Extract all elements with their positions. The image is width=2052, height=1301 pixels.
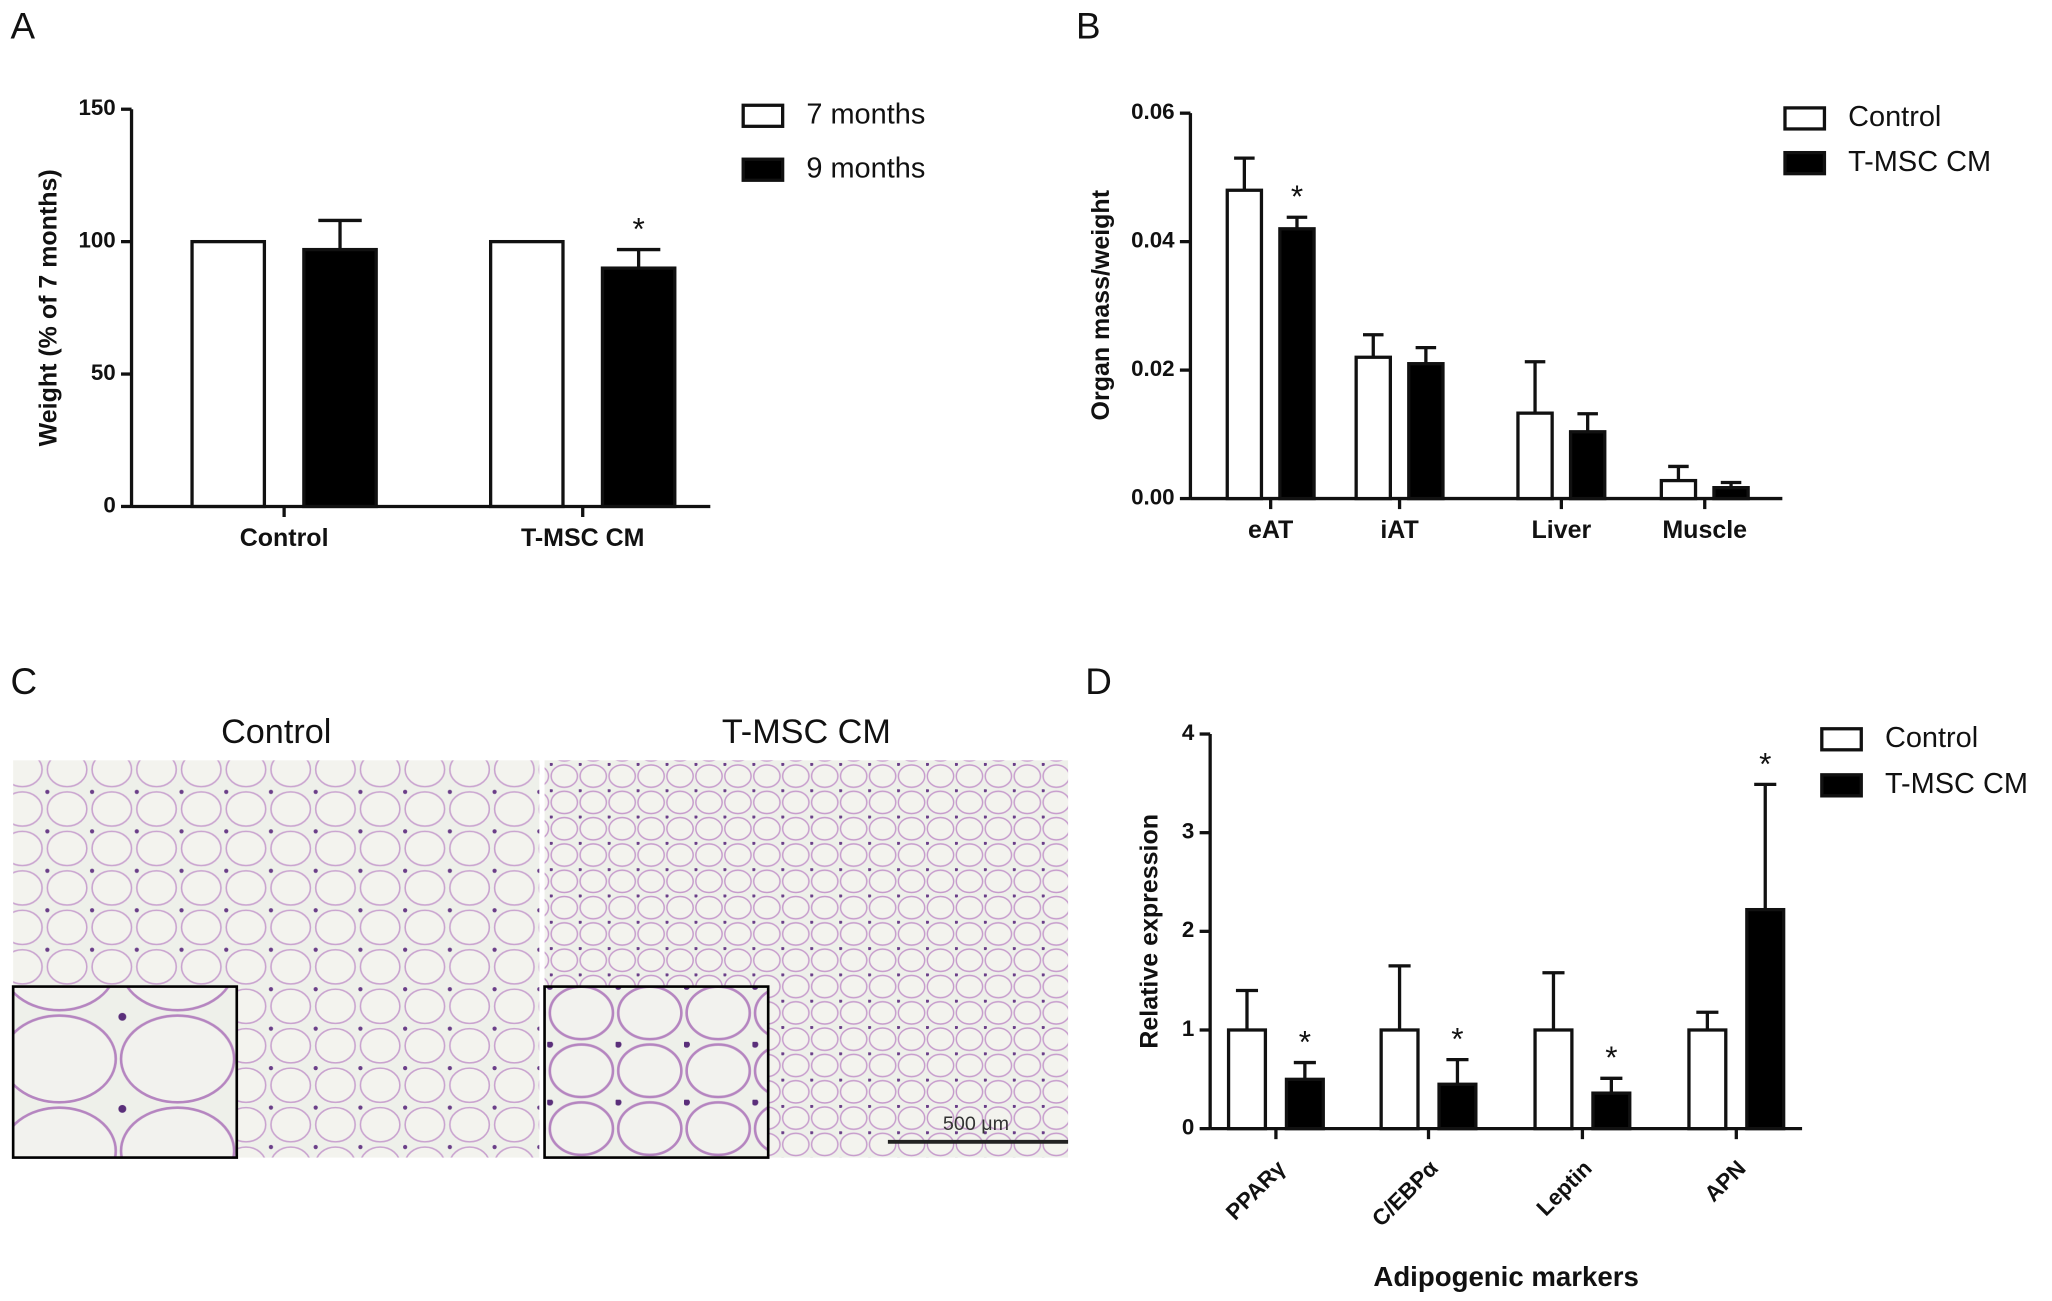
bar bbox=[1284, 1077, 1325, 1131]
bar bbox=[1516, 411, 1554, 501]
x-tick-label: T-MSC CM bbox=[521, 524, 645, 552]
inset bbox=[11, 985, 239, 1159]
bar bbox=[190, 239, 267, 509]
panel-letter: B bbox=[1076, 6, 1101, 47]
significance: * bbox=[1605, 1039, 1617, 1075]
significance: * bbox=[632, 211, 644, 247]
bar bbox=[302, 247, 378, 509]
bar bbox=[1568, 430, 1607, 501]
x-tick-label: iAT bbox=[1380, 516, 1418, 544]
panel-letter: D bbox=[1085, 661, 1112, 702]
legend-swatch bbox=[1820, 773, 1863, 798]
y-tick-label: 0.06 bbox=[1131, 99, 1175, 124]
scale-bar-label: 500 μm bbox=[943, 1113, 1009, 1135]
legend-label: 7 months bbox=[806, 98, 925, 130]
y-tick-label: 50 bbox=[91, 360, 116, 385]
legend-swatch bbox=[741, 103, 785, 128]
x-tick-label: C/EBPα bbox=[1367, 1155, 1443, 1231]
legend-swatch bbox=[1783, 150, 1827, 176]
y-axis-label: Organ mass/weight bbox=[1087, 189, 1115, 420]
bar bbox=[1379, 1028, 1420, 1131]
significance: * bbox=[1299, 1023, 1311, 1059]
y-tick-label: 100 bbox=[78, 228, 115, 253]
image-title: Control bbox=[221, 713, 331, 751]
inset bbox=[543, 985, 770, 1159]
y-tick-label: 0.04 bbox=[1131, 228, 1175, 253]
x-axis-label: Adipogenic markers bbox=[1373, 1261, 1638, 1292]
y-tick-label: 0.02 bbox=[1131, 356, 1175, 381]
bar bbox=[1354, 355, 1393, 501]
legend-swatch bbox=[1783, 106, 1827, 131]
legend-label: 9 months bbox=[806, 152, 925, 184]
bar bbox=[600, 266, 677, 509]
x-tick-label: eAT bbox=[1248, 516, 1293, 544]
bar bbox=[1278, 227, 1316, 501]
y-tick-label: 3 bbox=[1182, 819, 1194, 844]
panel-letter: A bbox=[11, 6, 36, 47]
bar bbox=[1225, 188, 1264, 501]
bar bbox=[1687, 1028, 1728, 1131]
x-tick-label: Liver bbox=[1532, 516, 1592, 544]
y-axis-label: Weight (% of 7 months) bbox=[35, 169, 63, 446]
bar bbox=[1591, 1091, 1632, 1131]
x-tick-label: PPARγ bbox=[1221, 1155, 1291, 1225]
y-tick-label: 1 bbox=[1182, 1016, 1194, 1041]
legend-swatch bbox=[1820, 727, 1863, 752]
legend-label: T-MSC CM bbox=[1848, 146, 1991, 178]
y-tick-label: 150 bbox=[78, 95, 115, 120]
bar bbox=[1659, 478, 1698, 501]
legend-label: Control bbox=[1848, 101, 1941, 133]
bar bbox=[1745, 907, 1786, 1131]
y-axis-label: Relative expression bbox=[1136, 814, 1164, 1049]
x-tick-label: APN bbox=[1700, 1156, 1751, 1207]
legend-swatch bbox=[741, 157, 785, 182]
bar bbox=[1407, 362, 1445, 501]
bar bbox=[1226, 1028, 1268, 1131]
y-tick-label: 0 bbox=[103, 492, 115, 517]
image-panel: C Control T-MSC CM 500 μm bbox=[11, 661, 1069, 1159]
x-tick-label: Leptin bbox=[1532, 1156, 1597, 1221]
bar bbox=[1533, 1028, 1574, 1131]
image-title: T-MSC CM bbox=[722, 713, 891, 751]
legend-label: Control bbox=[1885, 722, 1978, 754]
y-tick-label: 0.00 bbox=[1131, 484, 1175, 509]
bar bbox=[1712, 486, 1750, 501]
y-tick-label: 0 bbox=[1182, 1115, 1194, 1140]
significance: * bbox=[1759, 745, 1771, 781]
y-tick-label: 4 bbox=[1182, 720, 1195, 745]
x-tick-label: Muscle bbox=[1662, 516, 1747, 544]
bar bbox=[488, 239, 565, 509]
panel-letter: C bbox=[11, 661, 38, 702]
legend-label: T-MSC CM bbox=[1885, 768, 2028, 800]
significance: * bbox=[1291, 178, 1303, 214]
x-tick-label: Control bbox=[240, 524, 329, 552]
significance: * bbox=[1451, 1021, 1463, 1057]
bar bbox=[1437, 1082, 1478, 1131]
y-tick-label: 2 bbox=[1182, 917, 1194, 942]
